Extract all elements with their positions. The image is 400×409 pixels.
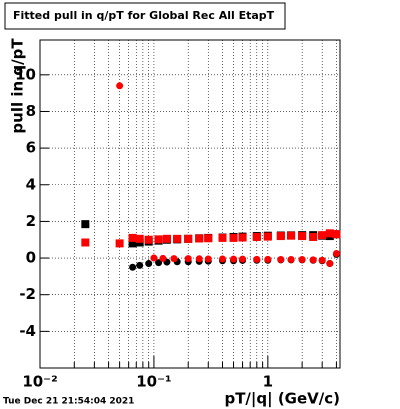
point xyxy=(253,255,261,263)
point xyxy=(154,235,163,244)
point xyxy=(128,233,137,242)
point xyxy=(264,255,272,263)
point xyxy=(195,255,203,263)
point xyxy=(170,255,178,263)
point xyxy=(318,256,326,264)
y-tick-label: 6 xyxy=(26,139,36,157)
y-tick-label: 8 xyxy=(26,102,36,120)
point xyxy=(129,263,137,271)
point xyxy=(135,234,144,243)
x-axis-label: pT/|q| (GeV/c) xyxy=(224,390,340,409)
point xyxy=(309,232,318,241)
point xyxy=(239,255,247,263)
point xyxy=(184,234,193,243)
point xyxy=(155,259,163,267)
point xyxy=(115,239,124,248)
chart-title: Fitted pull in q/pT for Global Rec All E… xyxy=(13,9,275,22)
y-tick-label: 10 xyxy=(15,65,36,83)
point xyxy=(204,255,212,263)
plot-frame xyxy=(39,39,341,369)
x-tick-label: 10⁻¹ xyxy=(136,373,171,391)
point xyxy=(145,260,153,268)
point xyxy=(287,256,295,264)
point xyxy=(81,238,90,247)
point xyxy=(326,260,334,268)
title-box xyxy=(4,2,286,30)
point xyxy=(309,256,317,264)
point xyxy=(276,232,285,241)
y-tick-label: -2 xyxy=(19,285,36,303)
point xyxy=(277,256,285,264)
point xyxy=(332,230,341,239)
point xyxy=(136,261,144,269)
point xyxy=(238,233,247,242)
point xyxy=(219,255,227,263)
point xyxy=(116,82,124,90)
x-tick-label: 1 xyxy=(263,373,273,391)
point xyxy=(218,233,227,242)
point xyxy=(204,234,213,243)
point xyxy=(144,235,153,244)
x-tick-label: 10⁻² xyxy=(22,373,57,391)
point xyxy=(128,239,137,248)
y-axis-label: pull in q/pT xyxy=(9,38,27,134)
point xyxy=(325,229,334,238)
point xyxy=(318,231,327,240)
point xyxy=(332,249,340,257)
point xyxy=(195,234,204,243)
point xyxy=(229,233,238,242)
y-tick-label: 4 xyxy=(26,175,36,193)
y-tick-label: 0 xyxy=(26,249,36,267)
point xyxy=(252,232,261,241)
point xyxy=(162,234,171,243)
timestamp: Tue Dec 21 21:54:04 2021 xyxy=(3,397,134,407)
y-tick-label: -4 xyxy=(19,322,36,340)
point xyxy=(263,232,272,241)
point xyxy=(150,254,158,262)
point xyxy=(287,231,296,240)
point xyxy=(298,256,306,264)
point xyxy=(159,254,167,262)
point xyxy=(298,232,307,241)
y-tick-label: 2 xyxy=(26,212,36,230)
point xyxy=(81,220,90,229)
point xyxy=(173,234,182,243)
point xyxy=(184,255,192,263)
point xyxy=(230,255,238,263)
